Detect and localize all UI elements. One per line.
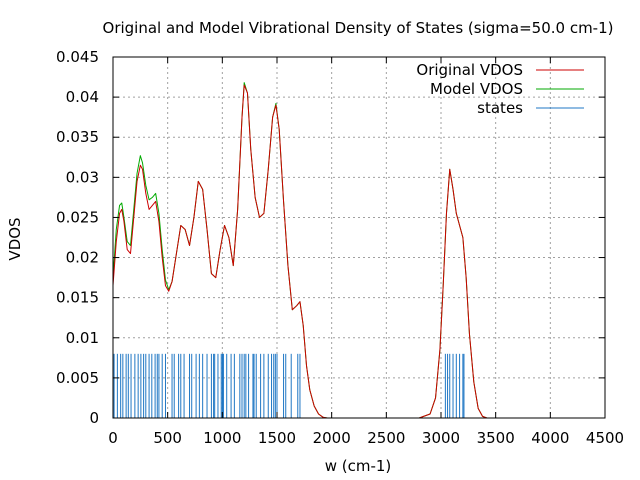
x-tick-label: 2000	[313, 429, 351, 447]
model-vdos-line	[112, 82, 605, 419]
vdos-lines	[112, 82, 605, 419]
x-tick-label: 500	[153, 429, 182, 447]
y-tick-label: 0.035	[56, 128, 99, 146]
legend-original-label: Original VDOS	[416, 61, 523, 79]
y-tick-label: 0.005	[56, 369, 99, 387]
y-tick-label: 0.015	[56, 289, 99, 307]
y-tick-label: 0.03	[66, 168, 99, 186]
x-tick-label: 0	[108, 429, 118, 447]
x-axis-label: w (cm-1)	[325, 457, 392, 475]
x-tick-label: 1500	[258, 429, 296, 447]
original-vdos-line	[112, 84, 605, 419]
legend-model-label: Model VDOS	[430, 80, 523, 98]
plot-border	[112, 56, 606, 419]
x-tick-label: 3000	[422, 429, 460, 447]
legend-states-label: states	[477, 99, 523, 117]
chart-title: Original and Model Vibrational Density o…	[103, 19, 614, 37]
x-tick-label: 4500	[586, 429, 624, 447]
y-axis-label: VDOS	[6, 217, 24, 260]
grid	[113, 57, 605, 418]
y-tick-label: 0	[89, 409, 99, 427]
x-tick-label: 4000	[531, 429, 569, 447]
y-tick-label: 0.04	[66, 88, 99, 106]
states-impulses	[113, 353, 465, 418]
y-tick-label: 0.025	[56, 208, 99, 226]
x-tick-label: 3500	[477, 429, 515, 447]
y-tick-label: 0.02	[66, 249, 99, 267]
axis-ticks: 0 500 1000 1500 2000 2500 3000 3500 4000 4500 0 0.0…	[56, 48, 624, 447]
y-tick-label: 0.01	[66, 329, 99, 347]
x-tick-label: 1000	[203, 429, 241, 447]
x-tick-label: 2500	[367, 429, 405, 447]
y-tick-label: 0.045	[56, 48, 99, 66]
